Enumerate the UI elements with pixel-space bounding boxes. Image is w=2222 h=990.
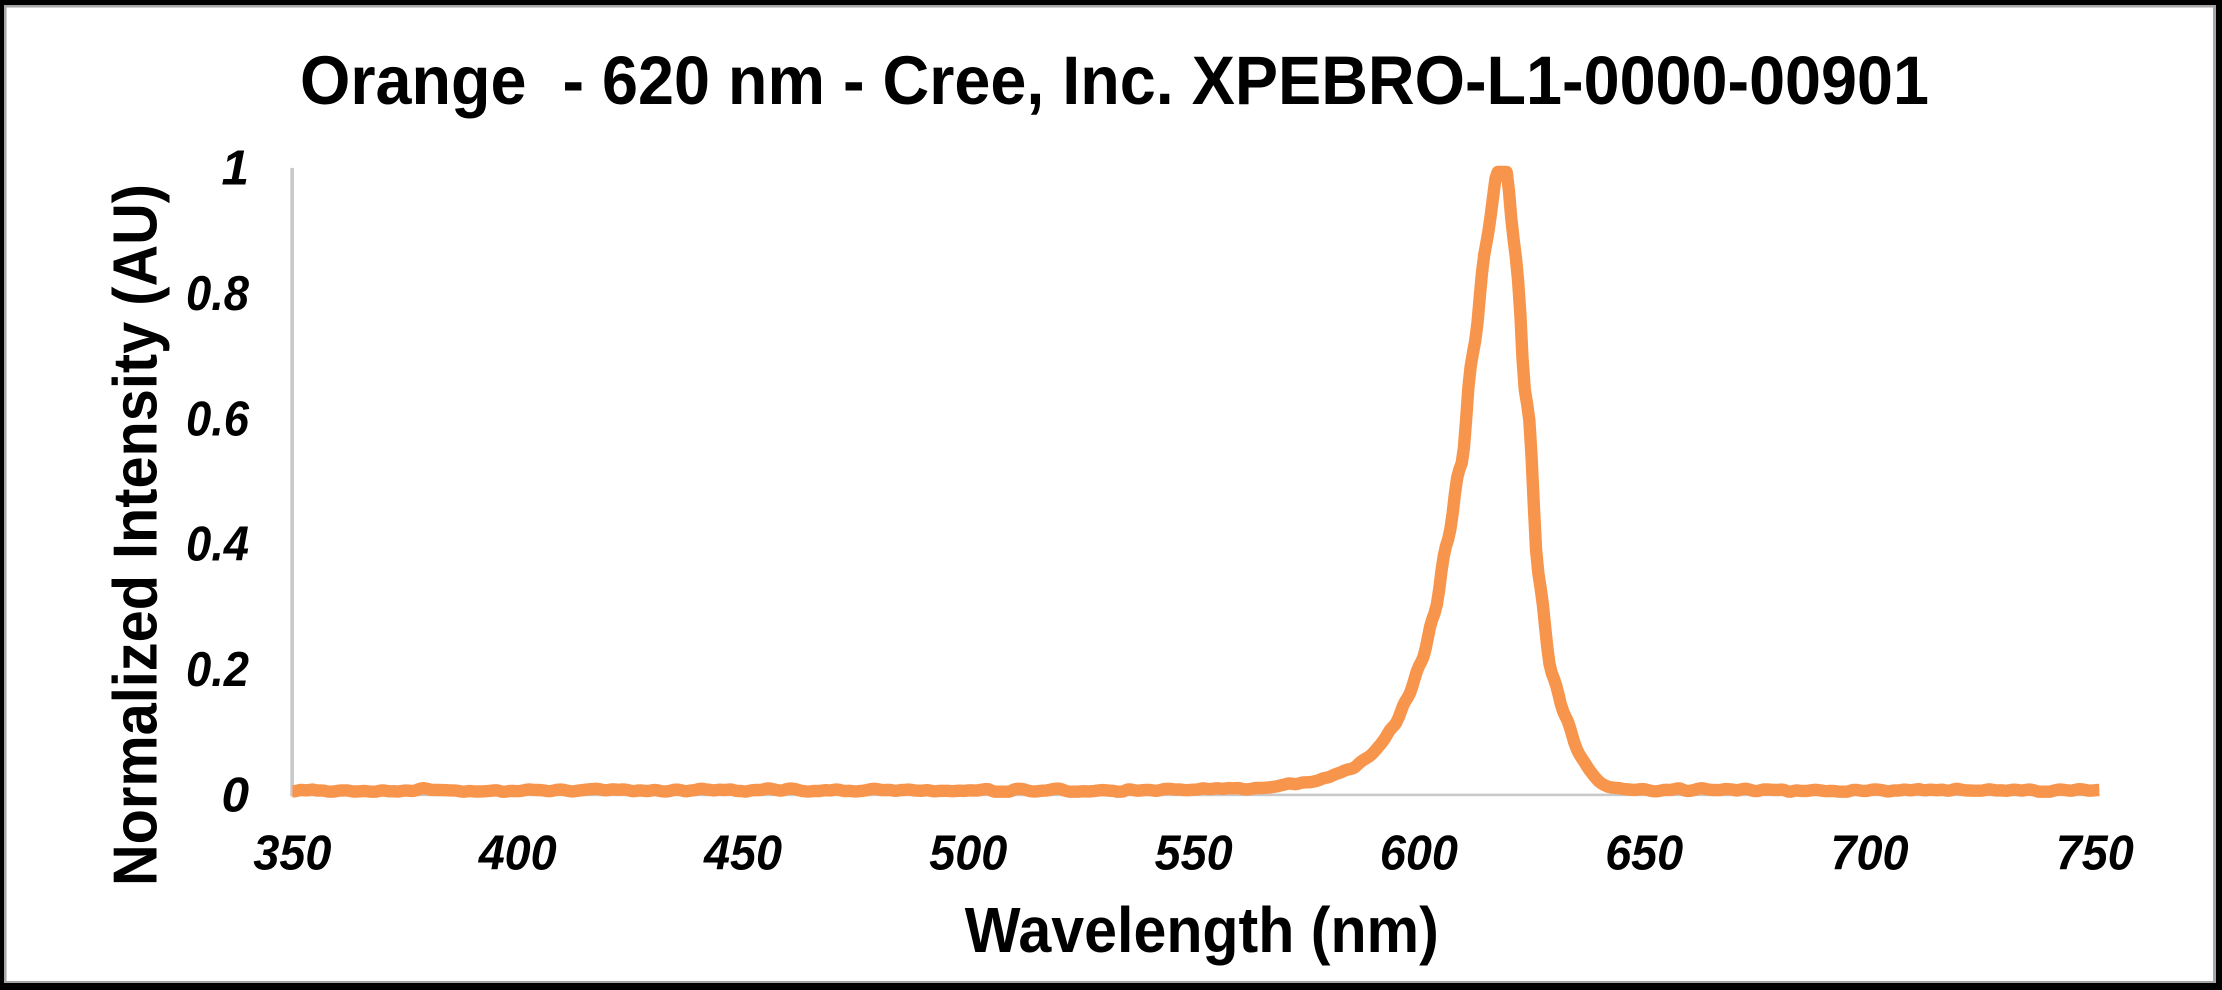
svg-text:550: 550 bbox=[1155, 826, 1233, 881]
svg-text:0.8: 0.8 bbox=[186, 266, 249, 321]
svg-text:Normalized Intensity (AU): Normalized Intensity (AU) bbox=[101, 184, 170, 886]
svg-text:Orange - 620 nm - Cree, Inc.: Orange - 620 nm - Cree, Inc. XPEBRO-L1-0… bbox=[300, 42, 1929, 119]
svg-text:750: 750 bbox=[2056, 826, 2134, 881]
svg-text:450: 450 bbox=[703, 826, 782, 881]
svg-text:0.2: 0.2 bbox=[186, 642, 249, 697]
svg-text:400: 400 bbox=[478, 826, 557, 881]
svg-text:0.6: 0.6 bbox=[186, 391, 249, 446]
svg-text:600: 600 bbox=[1380, 826, 1458, 881]
svg-text:500: 500 bbox=[929, 826, 1007, 881]
svg-text:350: 350 bbox=[253, 826, 331, 881]
svg-text:0: 0 bbox=[221, 768, 249, 823]
svg-text:700: 700 bbox=[1831, 826, 1909, 881]
svg-text:1: 1 bbox=[221, 141, 249, 196]
svg-text:650: 650 bbox=[1605, 826, 1683, 881]
svg-text:Wavelength (nm): Wavelength (nm) bbox=[965, 894, 1439, 966]
svg-text:0.4: 0.4 bbox=[186, 517, 249, 572]
